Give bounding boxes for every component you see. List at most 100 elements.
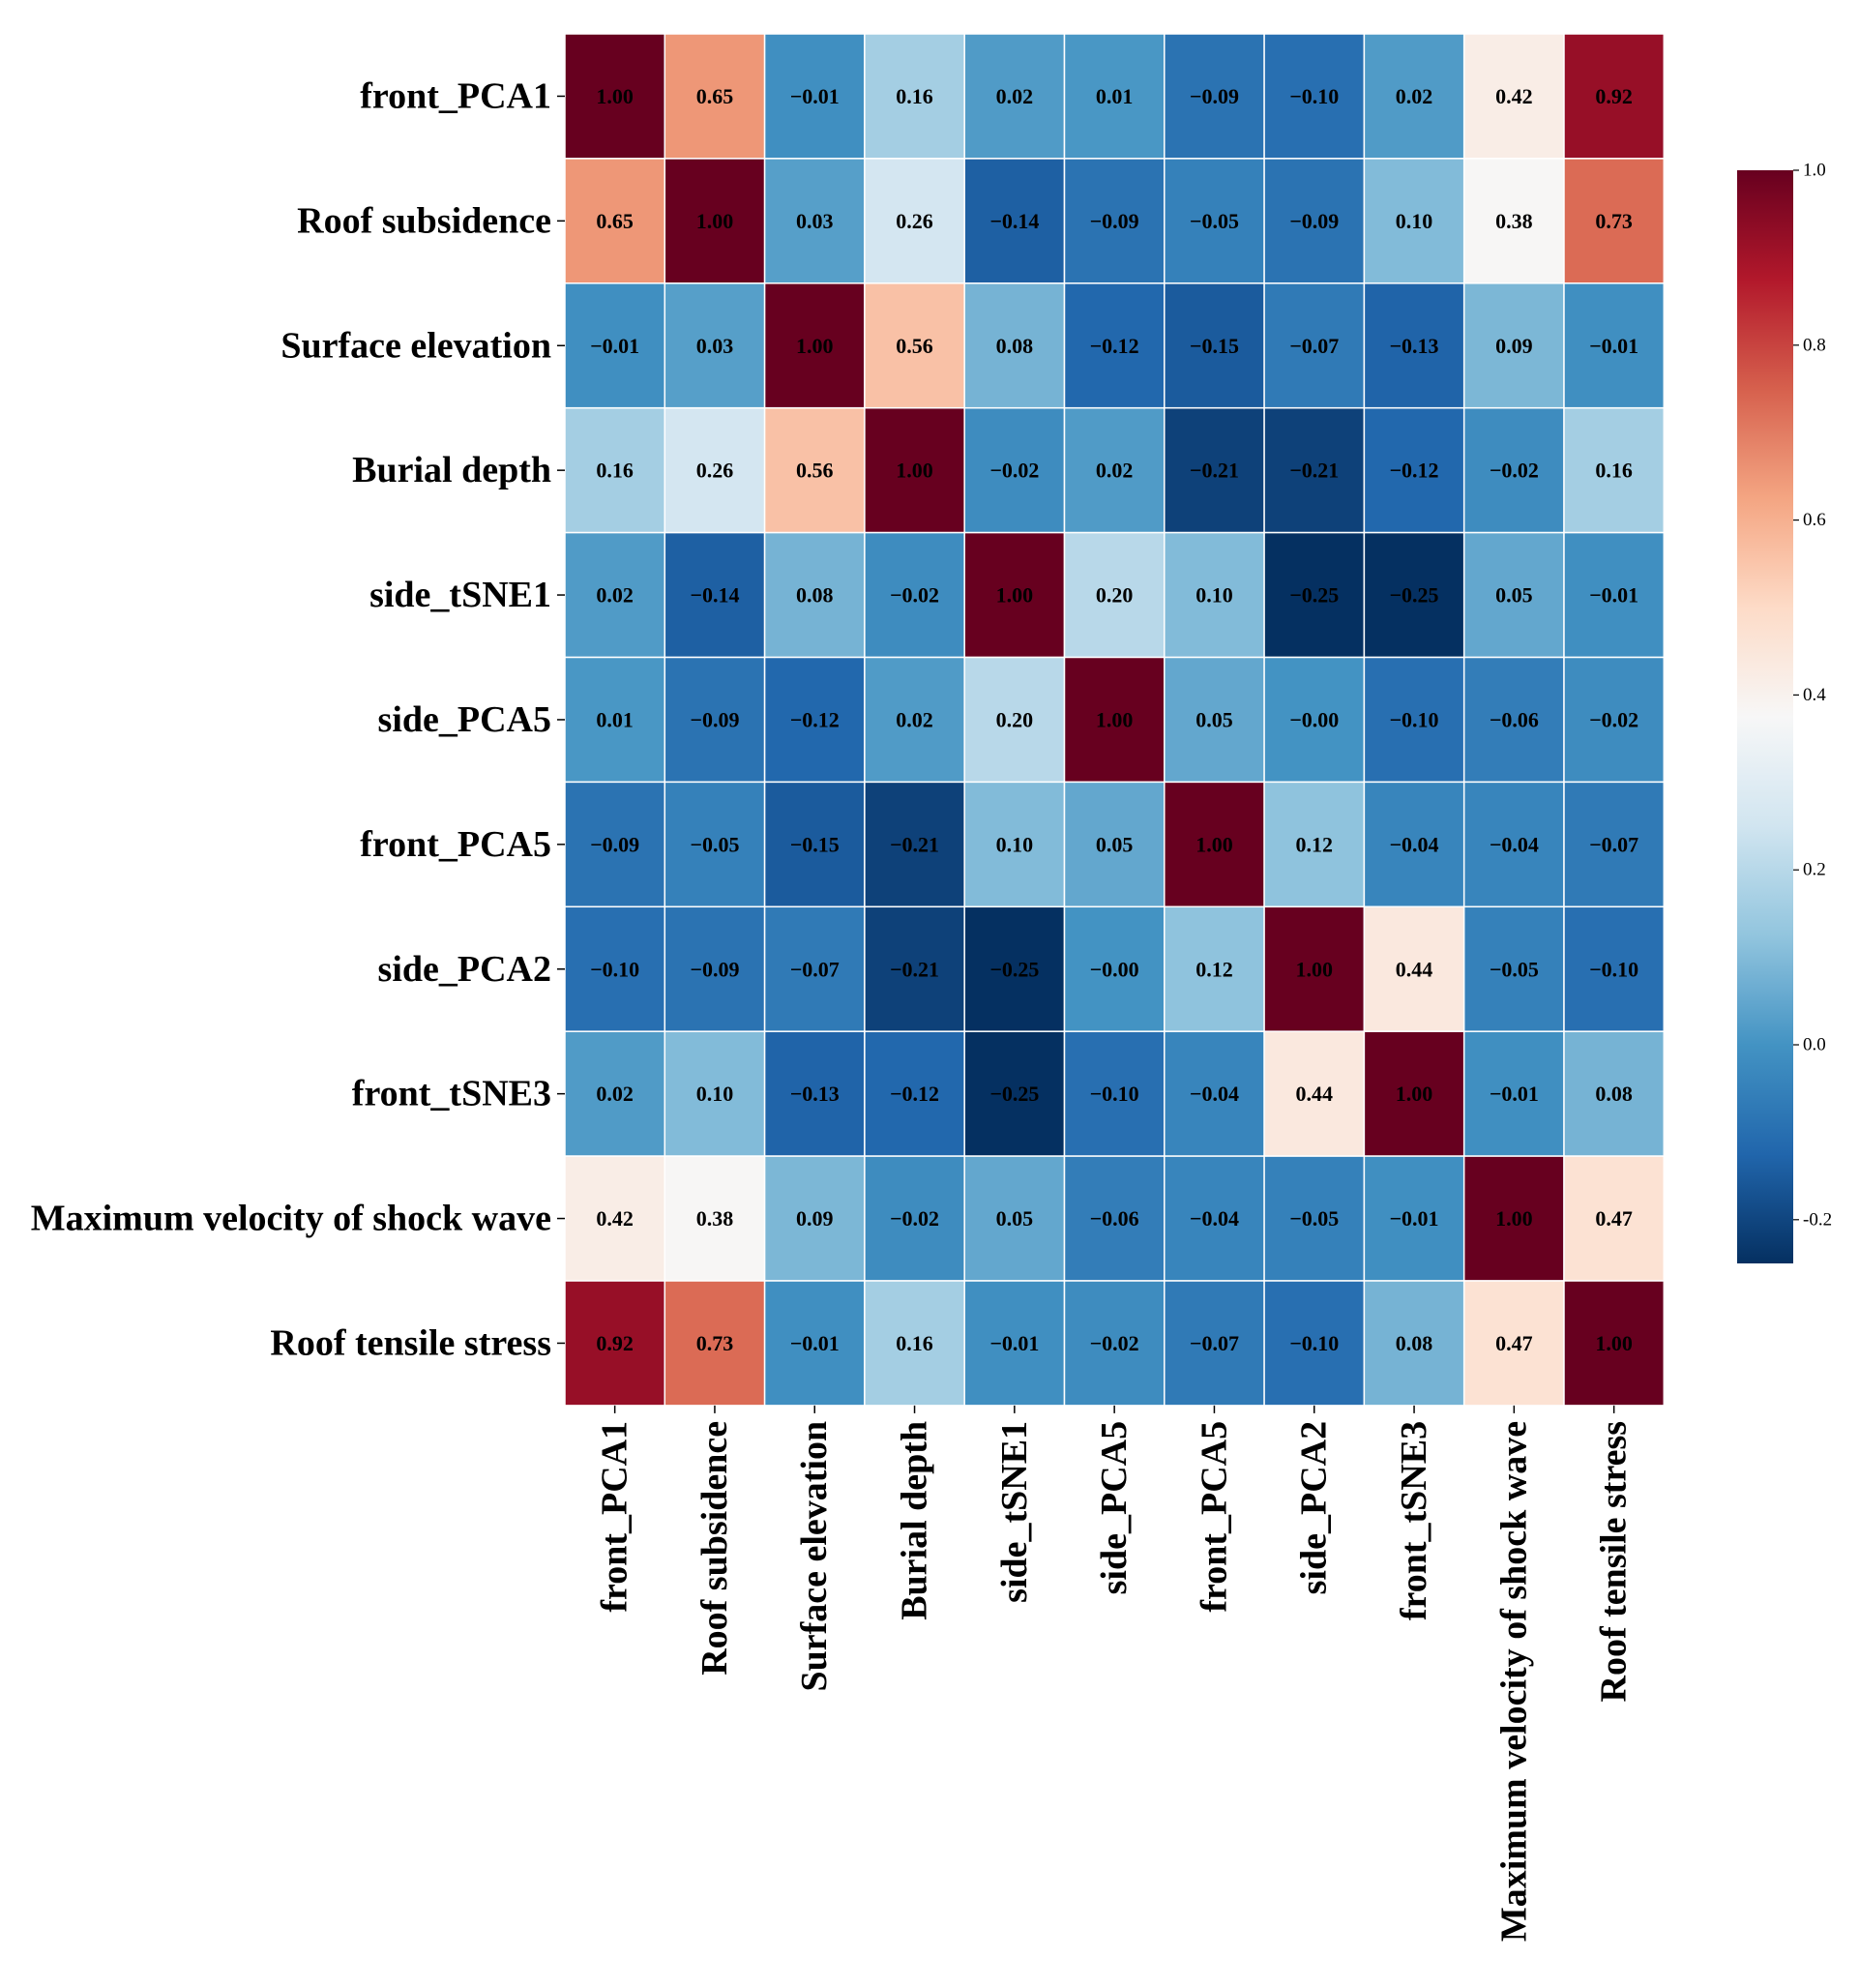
heatmap-cell-r1-c6 [1164, 158, 1265, 284]
cell-value-r2-c3: 0.56 [896, 334, 933, 358]
heatmap-cell-r5-c8 [1363, 656, 1465, 784]
heatmap-cell-r0-c2 [763, 33, 866, 160]
heatmap-cell-r4-c0 [564, 531, 666, 659]
row-label-side-pca2: side_PCA2 [378, 949, 551, 990]
heatmap-cell-r3-c6 [1164, 406, 1265, 534]
heatmap-cell-r9-c10 [1563, 1155, 1666, 1282]
cell-value-r8-c6: −0.04 [1190, 1082, 1239, 1106]
row-label-front-pca5: front_PCA5 [360, 824, 551, 865]
cell-value-r1-c5: −0.09 [1090, 209, 1139, 233]
heatmap-cell-r8-c5 [1063, 1030, 1166, 1157]
cell-value-r6-c8: −0.04 [1390, 832, 1439, 856]
heatmap-cell-r3-c9 [1462, 406, 1565, 534]
cell-value-r9-c7: −0.05 [1289, 1206, 1339, 1231]
heatmap-cell-r5-c5 [1063, 656, 1166, 784]
cell-value-r10-c8: 0.08 [1396, 1331, 1433, 1355]
heatmap-cell-r6-c10 [1563, 781, 1666, 908]
cell-value-r7-c4: −0.25 [989, 957, 1039, 981]
cell-value-r0-c4: 0.02 [996, 84, 1034, 108]
cell-value-r6-c6: 1.00 [1195, 832, 1233, 856]
colorbar-tick-label-3: 0.4 [1803, 685, 1826, 705]
cell-value-r2-c1: 0.03 [696, 334, 734, 358]
heatmap-cell-r7-c5 [1063, 905, 1166, 1032]
cell-value-r3-c10: 0.16 [1595, 459, 1633, 483]
heatmap-cell-r8-c10 [1563, 1030, 1666, 1157]
heatmap-cell-r10-c7 [1263, 1280, 1366, 1407]
heatmap-cell-r1-c10 [1563, 158, 1666, 284]
cell-value-r1-c8: 0.10 [1396, 209, 1433, 233]
heatmap-cell-r8-c7 [1263, 1030, 1366, 1157]
heatmap-cell-r6-c5 [1063, 781, 1166, 908]
heatmap-cell-r4-c10 [1563, 531, 1666, 659]
colorbar: -0.2 0.0 0.2 0.4 0.6 0.8 1.0 [1737, 161, 1832, 1263]
heatmap-cell-r9-c5 [1063, 1155, 1166, 1282]
cell-value-r8-c5: −0.10 [1090, 1082, 1139, 1106]
cell-value-r0-c8: 0.02 [1396, 84, 1433, 108]
heatmap-cell-r8-c9 [1462, 1030, 1565, 1157]
heatmap-cell-r2-c8 [1363, 282, 1465, 409]
heatmap-cell-r0-c4 [963, 33, 1066, 160]
cell-value-r3-c8: −0.12 [1390, 459, 1439, 483]
heatmap-cell-r8-c2 [763, 1030, 866, 1157]
cell-value-r3-c7: −0.21 [1289, 459, 1339, 483]
cell-value-r0-c6: −0.09 [1190, 84, 1239, 108]
cell-value-r5-c8: −0.10 [1390, 707, 1439, 731]
cell-value-r0-c5: 0.01 [1096, 84, 1134, 108]
cell-value-r8-c7: 0.44 [1296, 1082, 1334, 1106]
cell-value-r8-c1: 0.10 [696, 1082, 734, 1106]
heatmap-cell-r10-c8 [1363, 1280, 1465, 1407]
row-label-side-pca5: side_PCA5 [378, 699, 551, 740]
cell-value-r4-c3: −0.02 [890, 583, 939, 608]
heatmap-cell-r6-c1 [664, 781, 766, 908]
heatmap-cells [564, 33, 1666, 1407]
cell-value-r9-c10: 0.47 [1595, 1206, 1633, 1231]
cell-value-r5-c5: 1.00 [1096, 707, 1134, 731]
heatmap-cell-r9-c3 [864, 1155, 965, 1282]
heatmap-cell-r6-c9 [1462, 781, 1565, 908]
cell-value-r2-c5: −0.12 [1090, 334, 1139, 358]
heatmap-cell-r7-c0 [564, 905, 666, 1032]
cell-value-r5-c10: −0.02 [1589, 707, 1638, 731]
heatmap-cell-r3-c3 [864, 406, 965, 534]
heatmap-cell-r0-c0 [564, 33, 666, 160]
column-label-front-pca1: front_PCA1 [595, 1421, 635, 1613]
cell-value-r2-c8: −0.13 [1390, 334, 1439, 358]
cell-value-r5-c6: 0.05 [1195, 707, 1233, 731]
cell-value-r3-c3: 1.00 [896, 459, 933, 483]
cell-value-r4-c5: 0.20 [1096, 583, 1134, 608]
heatmap-cell-r3-c4 [963, 406, 1066, 534]
column-label-side-pca2: side_PCA2 [1294, 1421, 1335, 1594]
cell-value-r7-c9: −0.05 [1490, 957, 1539, 981]
cell-value-r6-c1: −0.05 [690, 832, 739, 856]
heatmap-cell-r10-c2 [763, 1280, 866, 1407]
cell-value-r0-c3: 0.16 [896, 84, 933, 108]
cell-value-r9-c4: 0.05 [996, 1206, 1034, 1231]
heatmap-cell-r7-c6 [1164, 905, 1265, 1032]
row-labels: front_PCA1 Roof subsidence Surface elevati… [31, 75, 565, 1363]
cell-value-r0-c0: 1.00 [596, 84, 634, 108]
heatmap-cell-r9-c2 [763, 1155, 866, 1282]
cell-value-r4-c9: 0.05 [1495, 583, 1533, 608]
heatmap-cell-r4-c5 [1063, 531, 1166, 659]
heatmap-cell-r0-c3 [864, 33, 965, 160]
heatmap-cell-r10-c5 [1063, 1280, 1166, 1407]
heatmap-cell-r6-c3 [864, 781, 965, 908]
cell-value-r9-c1: 0.38 [696, 1206, 734, 1231]
cell-value-r3-c5: 0.02 [1096, 459, 1134, 483]
heatmap-cell-r2-c2 [763, 282, 866, 409]
cell-value-r3-c2: 0.56 [796, 459, 834, 483]
heatmap-cell-r6-c2 [763, 781, 866, 908]
column-label-side-tsne1: side_tSNE1 [994, 1421, 1035, 1603]
heatmap-cell-r4-c8 [1363, 531, 1465, 659]
heatmap-cell-r10-c1 [664, 1280, 766, 1407]
row-label-burial-depth: Burial depth [352, 450, 551, 490]
heatmap-cell-r5-c3 [864, 656, 965, 784]
heatmap-cell-r2-c0 [564, 282, 666, 409]
cell-value-r9-c2: 0.09 [796, 1206, 834, 1231]
heatmap-cell-r10-c10 [1563, 1280, 1666, 1407]
cell-value-r6-c2: −0.15 [790, 832, 840, 856]
heatmap-cell-r7-c3 [864, 905, 965, 1032]
heatmap-cell-r7-c4 [963, 905, 1066, 1032]
cell-value-r7-c6: 0.12 [1195, 957, 1233, 981]
